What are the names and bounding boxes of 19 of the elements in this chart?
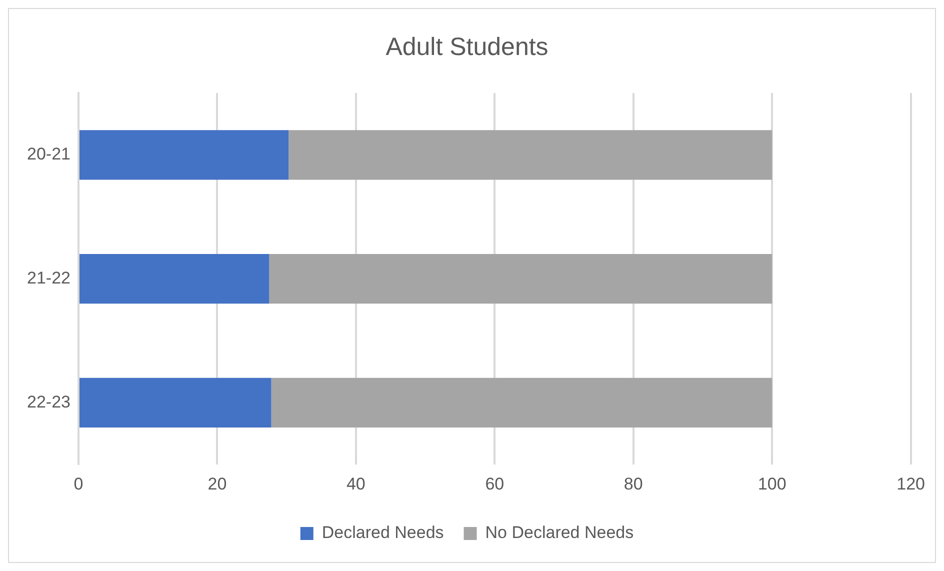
chart-title: Adult Students bbox=[386, 32, 548, 61]
x-tick-label: 0 bbox=[74, 474, 84, 494]
bar bbox=[271, 378, 772, 428]
x-tick-label: 40 bbox=[346, 474, 366, 494]
legend-label: Declared Needs bbox=[322, 523, 444, 542]
x-tick-label: 120 bbox=[896, 474, 926, 494]
bar bbox=[269, 254, 772, 304]
y-tick-label: 22-23 bbox=[26, 392, 70, 412]
x-tick-label: 80 bbox=[624, 474, 643, 494]
x-tick-label: 60 bbox=[485, 474, 504, 494]
x-tick-label: 100 bbox=[758, 474, 786, 494]
legend-label: No Declared Needs bbox=[485, 523, 634, 542]
y-tick-label: 20-21 bbox=[26, 144, 70, 164]
bar bbox=[79, 130, 289, 180]
bar bbox=[288, 130, 772, 180]
x-tick-label: 20 bbox=[208, 474, 227, 494]
bar bbox=[79, 378, 272, 428]
bar bbox=[79, 254, 270, 304]
y-tick-label: 21-22 bbox=[26, 268, 70, 288]
